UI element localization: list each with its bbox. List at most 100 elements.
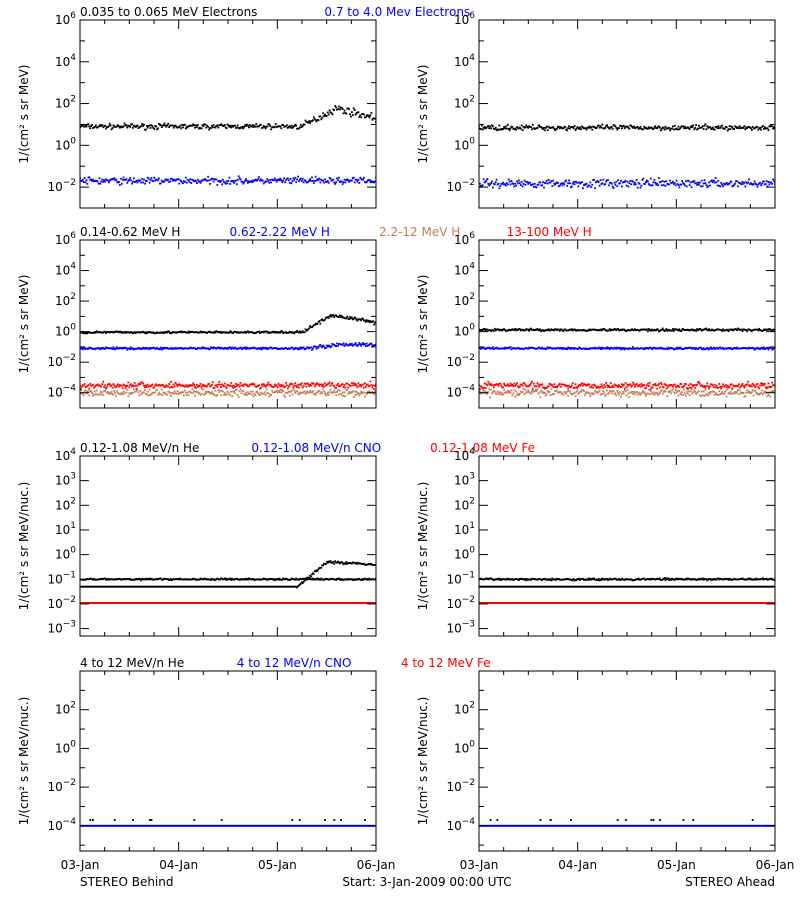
data-point <box>112 393 115 396</box>
data-point <box>230 126 233 129</box>
data-point <box>661 392 664 395</box>
data-point <box>666 348 669 351</box>
data-point <box>129 393 131 395</box>
y-tick-exponent: 0 <box>70 323 76 333</box>
data-point <box>499 185 502 187</box>
data-point <box>482 127 485 129</box>
data-point <box>726 183 729 186</box>
data-point <box>307 122 310 124</box>
data-point <box>210 577 213 580</box>
data-point <box>718 127 721 129</box>
data-point <box>660 329 663 331</box>
data-point <box>94 331 97 334</box>
data-point <box>531 380 533 383</box>
data-point <box>104 124 106 127</box>
data-point <box>295 124 298 127</box>
data-point <box>742 385 745 387</box>
data-point <box>556 329 558 331</box>
data-point <box>317 179 320 181</box>
data-point <box>166 578 169 581</box>
data-point <box>184 389 186 392</box>
data-point <box>759 181 762 184</box>
data-point <box>676 183 679 185</box>
data-point <box>596 347 599 350</box>
data-point <box>187 179 190 182</box>
data-point <box>745 347 748 350</box>
data-point <box>765 180 768 183</box>
data-point <box>553 347 556 350</box>
data-point <box>514 385 517 387</box>
data-point <box>347 179 350 182</box>
data-point <box>732 185 735 187</box>
data-point <box>770 181 773 184</box>
data-point <box>662 347 665 350</box>
data-point <box>751 389 754 392</box>
data-point <box>154 391 157 394</box>
data-point <box>223 331 226 334</box>
data-point <box>652 384 655 386</box>
data-point <box>352 107 355 110</box>
data-point <box>488 329 491 332</box>
data-point <box>328 391 331 393</box>
data-point <box>595 391 598 393</box>
data-point <box>209 579 212 581</box>
data-point <box>481 184 484 187</box>
data-point <box>364 343 366 345</box>
data-point <box>755 125 758 128</box>
data-point <box>738 329 741 331</box>
data-point <box>217 389 220 391</box>
data-point <box>117 383 119 386</box>
data-point <box>631 390 633 393</box>
data-point <box>702 128 705 130</box>
data-point <box>638 384 641 386</box>
data-point <box>646 392 648 395</box>
data-point <box>739 347 742 350</box>
data-point <box>745 329 748 331</box>
data-point <box>632 392 634 395</box>
data-point <box>124 332 127 334</box>
data-point <box>118 125 120 128</box>
data-point <box>501 128 504 131</box>
data-point <box>311 348 313 351</box>
data-point <box>80 389 82 391</box>
data-point <box>621 185 623 188</box>
y-tick-exponent: 2 <box>469 95 475 105</box>
data-point <box>351 390 354 393</box>
data-point <box>617 127 620 130</box>
data-point <box>142 125 144 127</box>
data-point <box>360 319 363 322</box>
data-point <box>742 127 745 129</box>
data-point <box>229 330 232 332</box>
series-2 <box>80 387 376 399</box>
data-point <box>283 585 285 588</box>
data-point <box>364 392 367 394</box>
data-point <box>213 394 216 396</box>
data-point <box>661 327 664 330</box>
data-point <box>484 329 487 332</box>
data-point <box>231 395 234 398</box>
data-point <box>544 394 547 397</box>
data-point <box>261 348 263 351</box>
data-point <box>646 347 648 349</box>
data-point <box>295 577 298 580</box>
data-point <box>230 390 233 393</box>
data-point <box>229 585 232 588</box>
data-point <box>619 329 621 331</box>
y-tick-label: 102 <box>454 95 475 111</box>
data-point <box>113 347 116 350</box>
data-point <box>745 391 748 394</box>
data-point <box>144 182 146 185</box>
data-point <box>577 185 580 188</box>
data-point <box>163 577 166 580</box>
data-point <box>123 122 126 125</box>
data-point <box>285 382 287 384</box>
data-point <box>230 382 233 384</box>
data-point <box>212 180 215 183</box>
data-point <box>576 387 579 389</box>
data-point <box>740 183 743 186</box>
data-point <box>702 347 705 349</box>
data-point <box>695 124 697 126</box>
data-point <box>253 124 256 127</box>
data-point <box>108 179 111 182</box>
data-point <box>571 393 574 395</box>
